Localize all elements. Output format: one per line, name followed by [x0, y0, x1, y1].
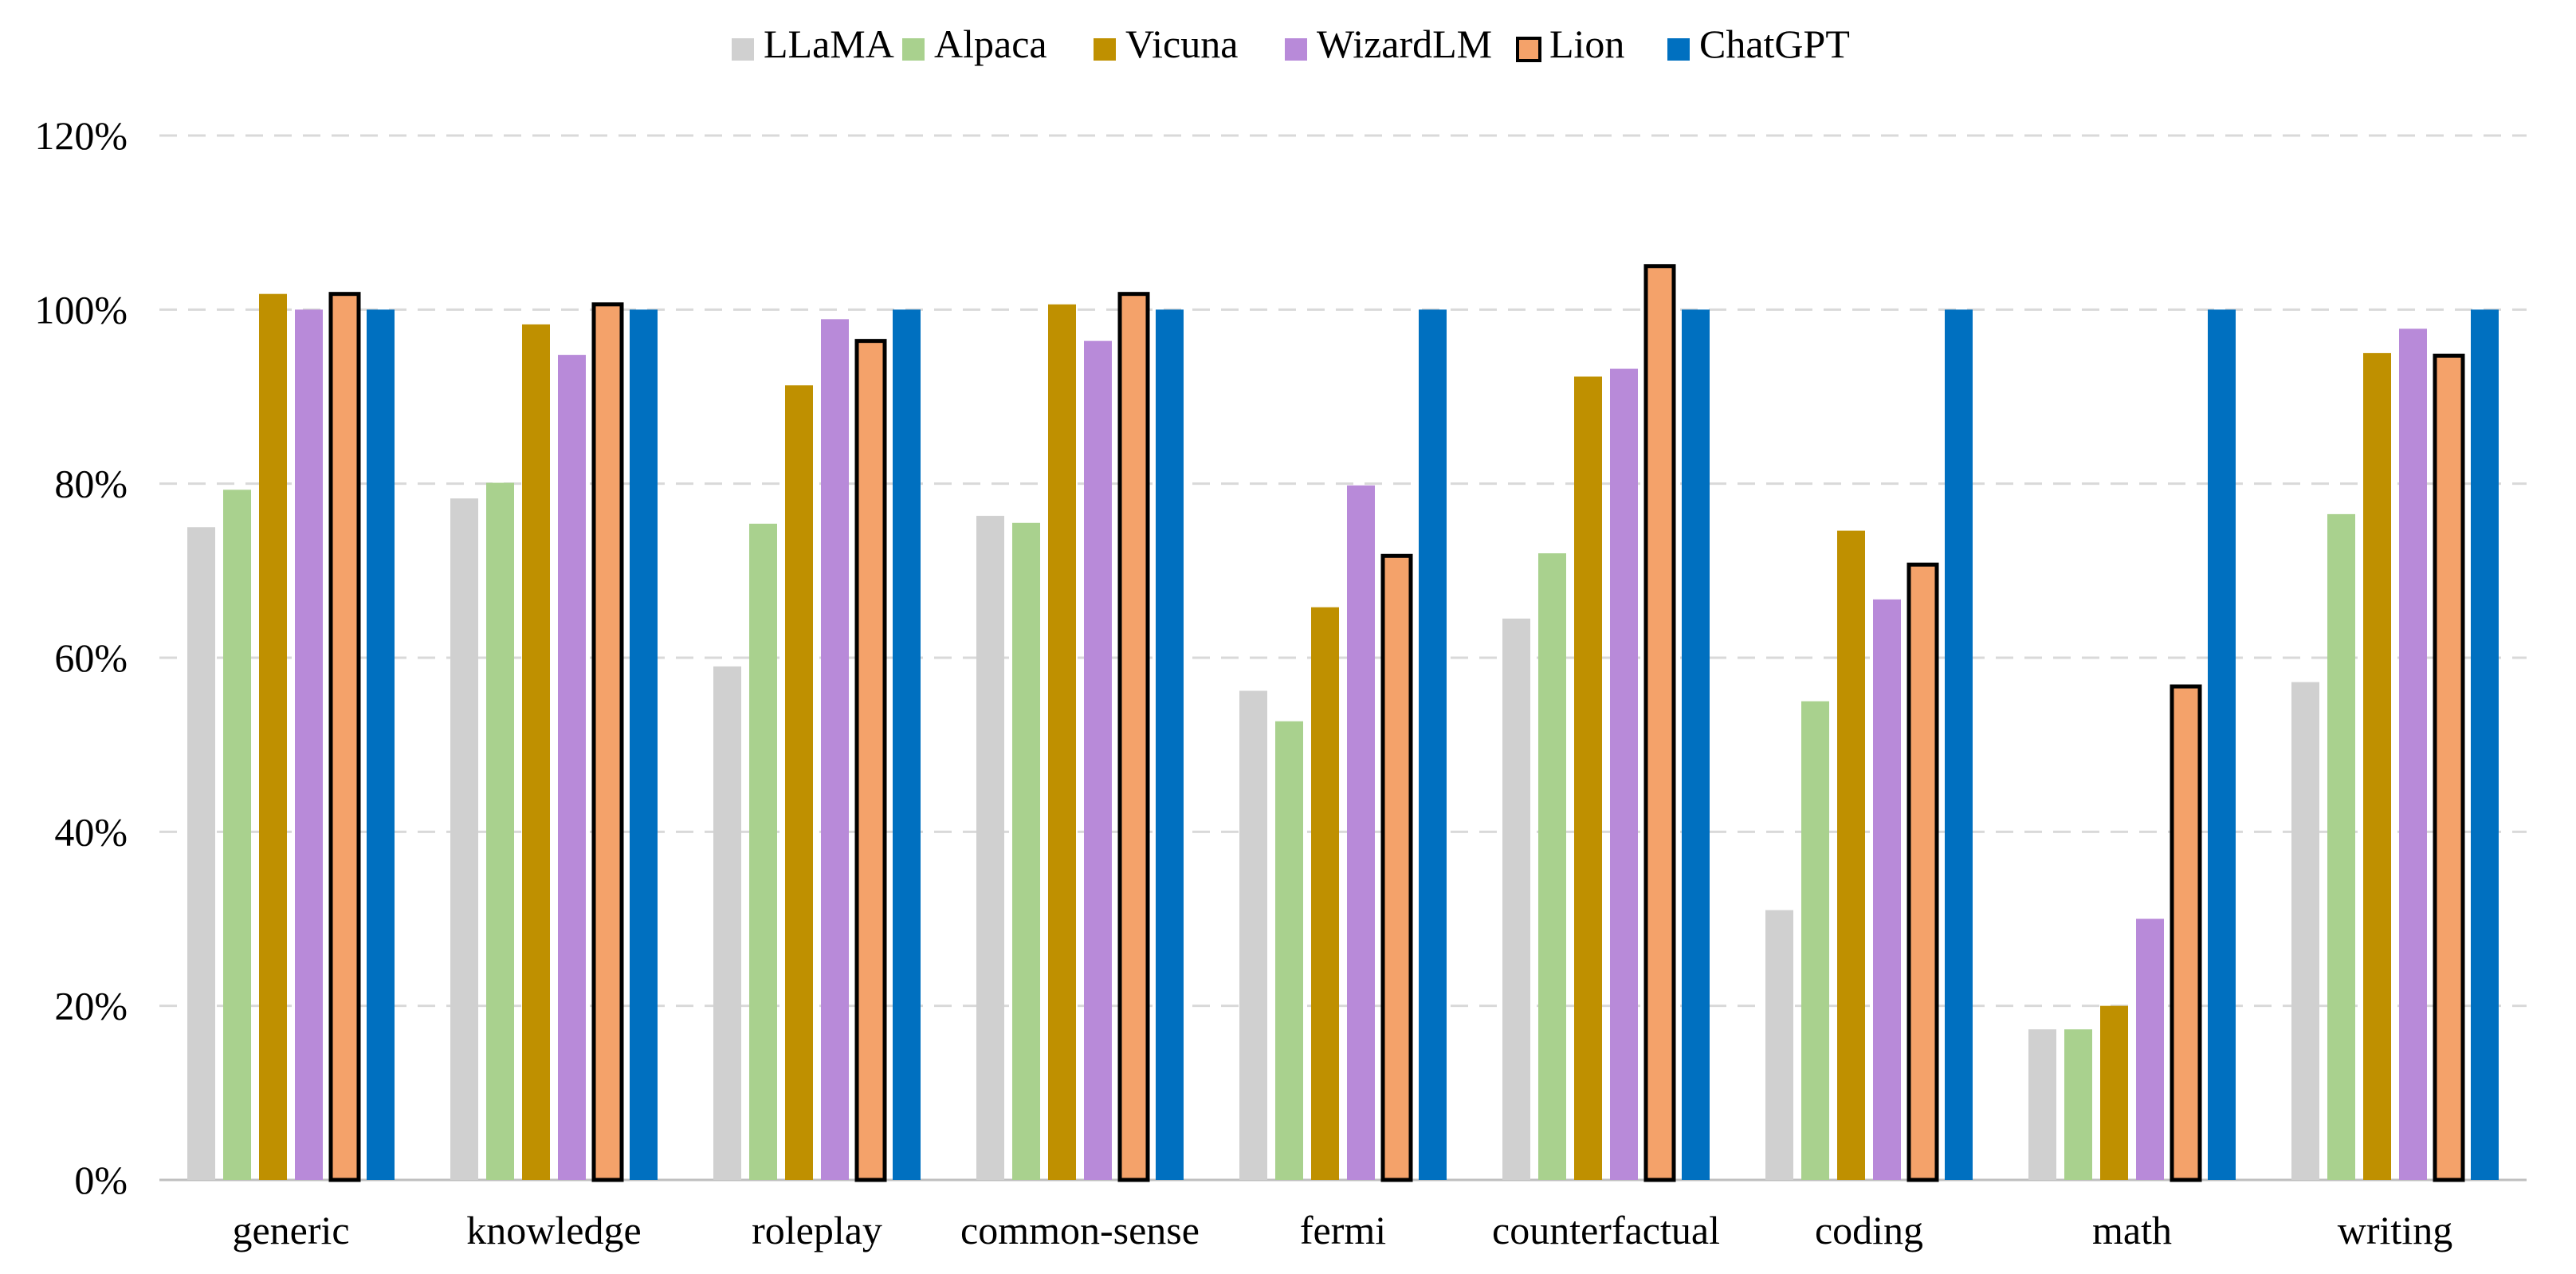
bar-wizardlm-roleplay: [821, 319, 849, 1180]
bar-llama-generic: [187, 527, 215, 1180]
bar-alpaca-knowledge: [486, 482, 514, 1180]
y-tick-label: 80%: [54, 462, 128, 506]
bar-alpaca-coding: [1801, 701, 1829, 1180]
legend-item-chatgpt: ChatGPT: [1667, 22, 1850, 66]
bar-wizardlm-coding: [1873, 599, 1901, 1180]
y-tick-label: 60%: [54, 635, 128, 680]
bar-vicuna-common-sense: [1048, 304, 1076, 1180]
x-category-label: generic: [232, 1208, 349, 1252]
legend-swatch: [1285, 38, 1307, 61]
bar-alpaca-generic: [223, 490, 251, 1180]
x-category-label: common-sense: [960, 1208, 1200, 1252]
bar-llama-knowledge: [450, 498, 478, 1180]
x-category-label: counterfactual: [1492, 1208, 1720, 1252]
legend-label: WizardLM: [1317, 22, 1492, 66]
bar-lion-common-sense: [1117, 292, 1150, 1182]
legend-label: Lion: [1549, 22, 1624, 66]
legend-swatch: [1667, 38, 1690, 61]
bar-llama-common-sense: [976, 516, 1004, 1180]
legend-swatch: [1094, 38, 1116, 61]
bar-alpaca-counterfactual: [1538, 553, 1566, 1180]
bar-llama-writing: [2291, 682, 2319, 1180]
bar-chatgpt-roleplay: [893, 309, 921, 1180]
bar-alpaca-writing: [2327, 513, 2355, 1180]
bar-wizardlm-generic: [295, 309, 323, 1180]
bar-lion-fermi: [1380, 553, 1413, 1182]
bar-chatgpt-counterfactual: [1682, 309, 1710, 1180]
y-axis: 0% 20% 40% 60% 80% 100% 120%: [34, 113, 2527, 1202]
legend-swatch: [902, 38, 925, 61]
y-tick-label: 20%: [54, 984, 128, 1028]
x-category-label: roleplay: [752, 1208, 882, 1252]
bar-vicuna-roleplay: [785, 385, 813, 1180]
bar-chatgpt-knowledge: [630, 309, 658, 1180]
bar-vicuna-math: [2100, 1005, 2128, 1180]
legend-swatch: [732, 38, 754, 61]
legend-label: Alpaca: [934, 22, 1047, 66]
y-tick-label: 0%: [74, 1158, 128, 1202]
legend-item-wizardlm: WizardLM: [1285, 22, 1492, 66]
bar-lion-roleplay: [854, 339, 887, 1182]
bar-alpaca-math: [2064, 1029, 2092, 1180]
bar-lion-generic: [328, 292, 361, 1182]
bar-vicuna-coding: [1837, 530, 1865, 1180]
bar-llama-coding: [1765, 910, 1793, 1180]
legend-item-lion: Lion: [1516, 22, 1624, 66]
bar-alpaca-common-sense: [1012, 522, 1040, 1180]
legend-label: Vicuna: [1125, 22, 1238, 66]
legend: LLaMA Alpaca Vicuna WizardLM Lion ChatGPT: [732, 22, 1850, 66]
legend-item-vicuna: Vicuna: [1094, 22, 1238, 66]
bar-chatgpt-common-sense: [1156, 309, 1184, 1180]
y-tick-label: 120%: [34, 113, 128, 158]
x-category-label: coding: [1815, 1208, 1923, 1252]
bar-chatgpt-fermi: [1419, 309, 1447, 1180]
bar-wizardlm-knowledge: [558, 355, 586, 1181]
bars: [187, 264, 2499, 1182]
bar-lion-knowledge: [591, 302, 624, 1182]
bar-alpaca-fermi: [1275, 721, 1303, 1180]
y-tick-label: 40%: [54, 809, 128, 854]
bar-wizardlm-counterfactual: [1610, 368, 1638, 1181]
bar-lion-writing: [2433, 353, 2465, 1182]
legend-label: LLaMA: [764, 22, 894, 66]
bar-chatgpt-writing: [2471, 309, 2499, 1180]
x-category-label: fermi: [1300, 1208, 1386, 1252]
legend-swatch: [1516, 37, 1541, 62]
bar-chatgpt-generic: [367, 309, 395, 1180]
bar-wizardlm-writing: [2399, 328, 2427, 1181]
bar-vicuna-writing: [2363, 352, 2391, 1181]
bar-llama-math: [2028, 1029, 2056, 1180]
legend-item-llama: LLaMA: [732, 22, 894, 66]
bar-wizardlm-fermi: [1347, 485, 1375, 1180]
gridlines: [159, 134, 2527, 1008]
x-axis: generic knowledge roleplay common-sense ferm…: [232, 1208, 2452, 1252]
bar-vicuna-generic: [259, 293, 287, 1180]
x-category-label: writing: [2338, 1208, 2452, 1252]
bar-vicuna-counterfactual: [1574, 376, 1602, 1180]
bar-alpaca-roleplay: [749, 523, 777, 1180]
y-tick-label: 100%: [34, 287, 128, 332]
bar-llama-roleplay: [713, 666, 741, 1180]
bar-lion-coding: [1906, 562, 1939, 1182]
legend-label: ChatGPT: [1699, 22, 1850, 66]
bar-llama-counterfactual: [1502, 618, 1530, 1180]
bar-wizardlm-common-sense: [1084, 340, 1112, 1181]
bar-lion-counterfactual: [1643, 264, 1676, 1182]
bar-chatgpt-math: [2208, 309, 2236, 1180]
bar-chatgpt-coding: [1945, 309, 1973, 1180]
bar-llama-fermi: [1239, 690, 1267, 1180]
bar-wizardlm-math: [2136, 918, 2164, 1180]
bar-vicuna-fermi: [1311, 607, 1339, 1180]
legend-item-alpaca: Alpaca: [902, 22, 1047, 66]
bar-lion-math: [2170, 684, 2202, 1182]
bar-vicuna-knowledge: [522, 324, 550, 1181]
x-category-label: knowledge: [466, 1208, 641, 1252]
x-category-label: math: [2092, 1208, 2172, 1252]
